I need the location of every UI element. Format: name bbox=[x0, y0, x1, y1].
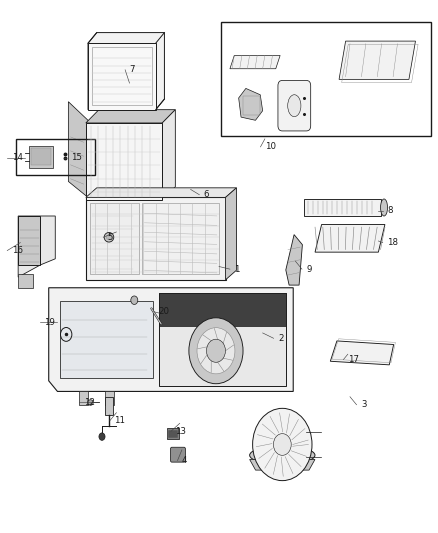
Polygon shape bbox=[286, 235, 302, 285]
Text: 14: 14 bbox=[12, 153, 23, 162]
Bar bbox=[31, 149, 51, 165]
Polygon shape bbox=[226, 188, 237, 280]
Bar bbox=[159, 293, 286, 386]
Polygon shape bbox=[49, 288, 293, 391]
Ellipse shape bbox=[104, 232, 114, 242]
Bar bbox=[304, 199, 381, 216]
Text: 5: 5 bbox=[108, 233, 113, 242]
Polygon shape bbox=[230, 55, 280, 69]
Text: 9: 9 bbox=[306, 265, 312, 273]
FancyBboxPatch shape bbox=[170, 447, 185, 462]
Ellipse shape bbox=[381, 199, 388, 216]
Polygon shape bbox=[18, 216, 40, 265]
Text: 7: 7 bbox=[130, 66, 135, 74]
Polygon shape bbox=[330, 341, 394, 365]
Text: 19: 19 bbox=[44, 318, 55, 327]
Polygon shape bbox=[106, 391, 114, 405]
Bar bbox=[60, 301, 152, 378]
Ellipse shape bbox=[250, 446, 315, 465]
Bar bbox=[90, 203, 139, 274]
Polygon shape bbox=[162, 110, 175, 200]
Polygon shape bbox=[239, 88, 263, 120]
Bar bbox=[159, 293, 286, 326]
Polygon shape bbox=[339, 41, 416, 79]
Text: 4: 4 bbox=[182, 456, 187, 465]
Circle shape bbox=[131, 296, 138, 304]
Bar bbox=[29, 146, 53, 168]
Bar bbox=[92, 47, 152, 106]
Bar bbox=[86, 123, 162, 200]
Text: 1: 1 bbox=[234, 265, 240, 273]
Bar bbox=[106, 397, 113, 415]
Circle shape bbox=[189, 318, 243, 384]
Bar bbox=[86, 197, 226, 280]
Circle shape bbox=[197, 328, 235, 374]
Text: 6: 6 bbox=[204, 190, 209, 199]
Text: 17: 17 bbox=[348, 355, 359, 364]
Circle shape bbox=[206, 339, 226, 362]
Polygon shape bbox=[250, 459, 315, 470]
Bar bbox=[221, 22, 431, 136]
Text: 3: 3 bbox=[361, 400, 367, 409]
Text: 12: 12 bbox=[84, 398, 95, 407]
Polygon shape bbox=[79, 391, 88, 405]
Bar bbox=[18, 274, 33, 288]
Bar bbox=[142, 203, 219, 274]
Circle shape bbox=[273, 434, 291, 455]
Bar bbox=[166, 427, 179, 439]
Bar bbox=[88, 43, 155, 110]
Text: 2: 2 bbox=[278, 334, 283, 343]
Text: 20: 20 bbox=[158, 307, 169, 316]
Polygon shape bbox=[68, 102, 88, 197]
Text: 18: 18 bbox=[387, 238, 398, 247]
Bar bbox=[243, 96, 260, 115]
Bar bbox=[168, 430, 177, 438]
Polygon shape bbox=[315, 224, 385, 252]
Bar bbox=[16, 139, 95, 175]
Text: 8: 8 bbox=[387, 206, 392, 215]
Text: 11: 11 bbox=[114, 416, 125, 425]
Polygon shape bbox=[86, 110, 175, 123]
Polygon shape bbox=[86, 188, 237, 197]
Circle shape bbox=[99, 433, 105, 440]
Circle shape bbox=[253, 408, 312, 481]
Text: 16: 16 bbox=[12, 246, 23, 255]
Polygon shape bbox=[88, 33, 164, 110]
Polygon shape bbox=[18, 216, 55, 277]
Text: 10: 10 bbox=[265, 142, 276, 151]
Text: 15: 15 bbox=[71, 153, 81, 162]
FancyBboxPatch shape bbox=[278, 80, 311, 131]
Ellipse shape bbox=[288, 95, 301, 117]
Ellipse shape bbox=[106, 235, 112, 240]
Text: 13: 13 bbox=[175, 427, 186, 436]
